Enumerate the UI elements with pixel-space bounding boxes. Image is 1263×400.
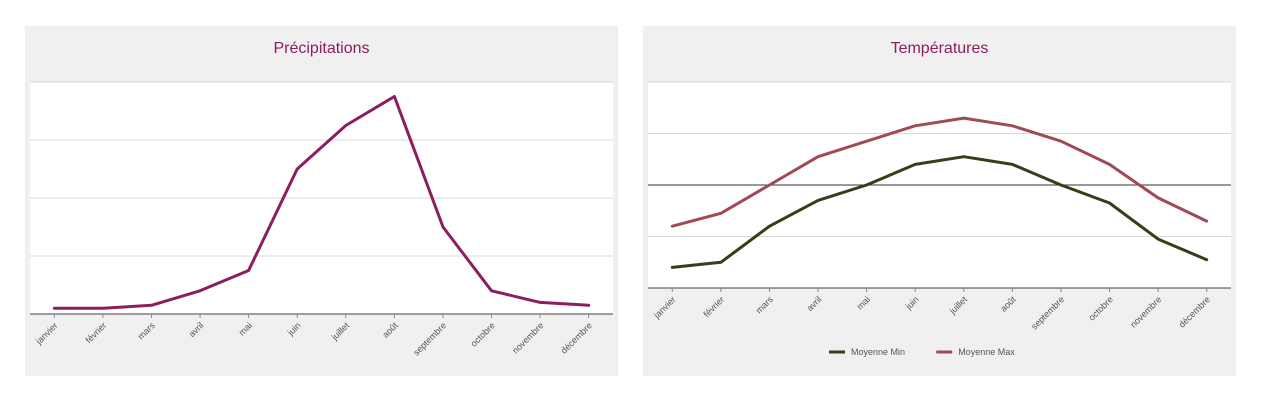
x-tick-label: août [380,320,400,340]
x-tick-label: avril [805,294,824,313]
chart-title: Températures [890,40,989,57]
chart-svg: janvier février mars avril mai juin juillet aoû… [648,81,1231,357]
x-tick-label: janvier [33,320,60,347]
x-tick-label: mars [754,294,776,316]
x-tick-label: avril [187,320,206,339]
x-tick-label: mai [237,320,254,337]
series-line-1 [670,155,1209,269]
x-tick-label: juillet [947,294,970,317]
x-tick-label: mars [136,320,158,342]
x-tick-label: janvier [651,294,678,321]
x-tick-label: septembre [411,320,448,357]
legend-label: Moyenne Min [851,347,905,357]
legend-label: Moyenne Max [958,347,1015,357]
chart-title: Précipitations [273,40,370,57]
x-tick-label: septembre [1029,294,1066,331]
x-tick-label: février [702,294,727,319]
x-tick-label: décembre [1177,294,1212,329]
x-tick-label: mai [855,294,872,311]
x-tick-label: juin [285,320,303,338]
x-tick-label: octobre [1087,294,1115,322]
series-line-2 [670,116,1209,228]
series-line-1 [52,95,591,310]
chart-svg: janvier février mars avril mai juin juillet aoû… [30,81,613,357]
x-tick-label: juillet [329,320,352,343]
x-tick-label: décembre [559,320,594,355]
chart-temperatures: Températures janvier février mars avril mai j… [643,26,1236,376]
x-tick-label: novembre [510,320,545,355]
x-tick-label: février [84,320,109,345]
chart-precipitations: Précipitations janvier février mars avril ma… [25,26,618,376]
x-tick-label: août [998,294,1018,314]
x-tick-label: octobre [469,320,497,348]
x-tick-label: juin [903,294,921,312]
x-tick-label: novembre [1128,294,1163,329]
